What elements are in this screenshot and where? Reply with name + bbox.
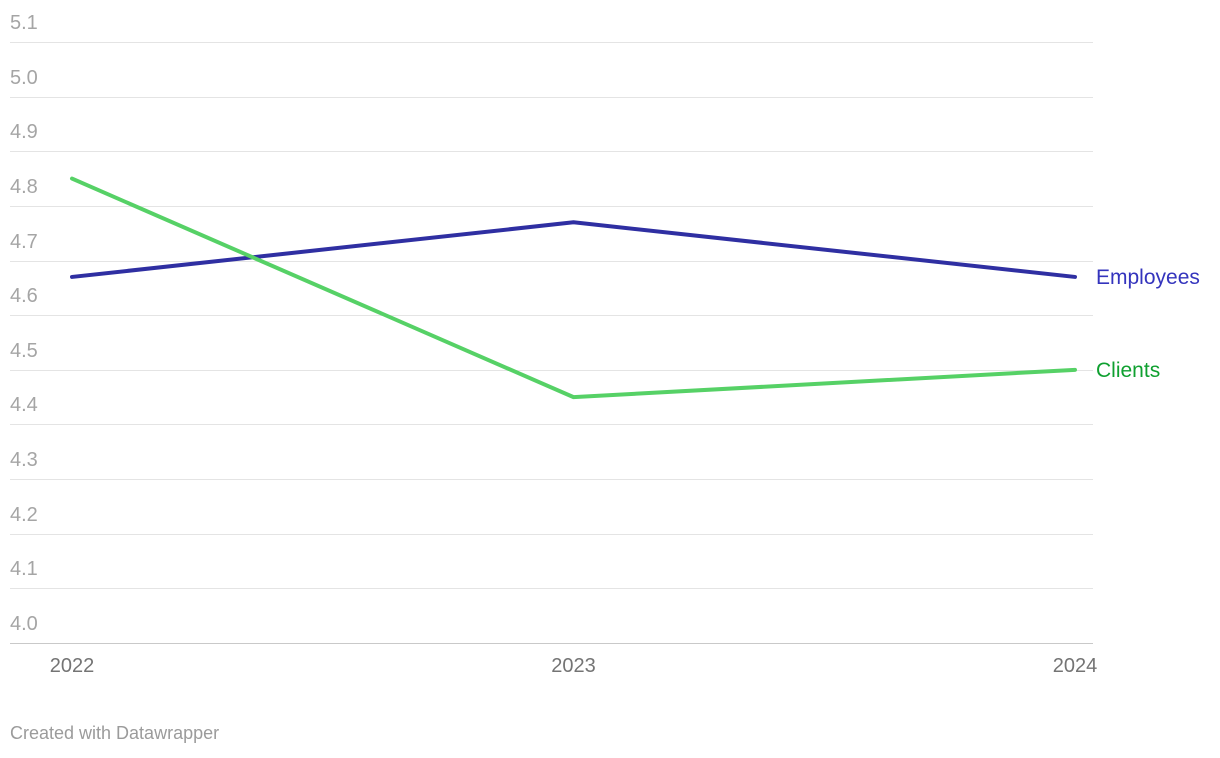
gridline <box>10 424 1093 426</box>
series-label-employees: Employees <box>1096 265 1200 289</box>
x-tick-label: 2023 <box>551 655 596 677</box>
gridline <box>10 588 1093 590</box>
series-line-employees <box>70 220 1077 279</box>
y-tick-label: 5.1 <box>10 12 38 34</box>
x-tick-label: 2022 <box>49 655 95 677</box>
y-tick-label: 4.2 <box>10 503 38 526</box>
y-tick-label: 4.3 <box>10 449 38 472</box>
y-tick-label: 4.8 <box>10 175 38 198</box>
y-tick-label: 4.1 <box>10 558 38 581</box>
gridline <box>10 479 1093 481</box>
y-tick-label: 5.0 <box>10 66 38 89</box>
y-tick-label: 4.7 <box>10 230 38 253</box>
series-line-clients <box>70 176 1077 400</box>
gridline <box>10 643 1093 644</box>
y-tick-label: 4.0 <box>10 613 38 635</box>
gridline <box>10 205 1093 207</box>
gridline <box>10 315 1093 317</box>
y-tick-label: 4.5 <box>10 339 38 362</box>
series-label-clients: Clients <box>1096 358 1161 382</box>
gridline <box>10 533 1093 535</box>
y-tick-label: 4.4 <box>10 394 38 417</box>
y-tick-label: 4.6 <box>10 285 38 308</box>
gridline <box>10 42 1093 43</box>
gridline <box>10 96 1093 98</box>
gridline <box>10 369 1093 371</box>
attribution: Created with Datawrapper <box>10 723 220 743</box>
y-tick-label: 4.9 <box>10 121 38 144</box>
gridline <box>10 260 1093 262</box>
x-tick-label: 2024 <box>1052 655 1098 677</box>
gridline <box>10 151 1093 153</box>
